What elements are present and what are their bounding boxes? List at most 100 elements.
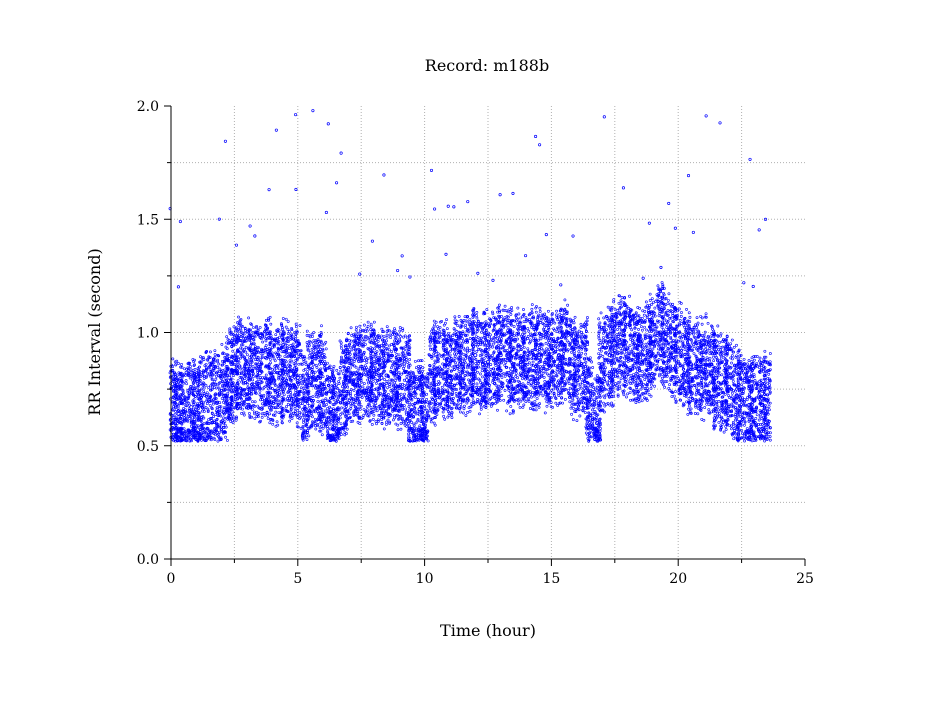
data-point	[289, 362, 291, 364]
data-point	[419, 359, 421, 361]
data-point	[390, 382, 392, 384]
data-point	[281, 418, 283, 420]
data-point	[404, 335, 406, 337]
data-point	[259, 376, 261, 378]
data-point	[394, 376, 396, 378]
data-point	[339, 340, 341, 342]
data-point	[205, 384, 207, 386]
data-point	[402, 349, 404, 351]
data-point	[444, 418, 446, 420]
data-point	[209, 351, 211, 353]
data-point	[221, 410, 223, 412]
data-point	[226, 336, 228, 338]
data-point	[405, 408, 407, 410]
data-point	[214, 353, 216, 355]
data-point	[292, 415, 294, 417]
data-point	[400, 428, 402, 430]
data-point	[422, 367, 424, 369]
data-point	[367, 325, 369, 327]
data-point	[300, 379, 302, 381]
data-point	[217, 366, 219, 368]
data-point	[436, 397, 438, 399]
data-point	[276, 421, 278, 423]
data-point	[372, 380, 374, 382]
data-point	[265, 374, 267, 376]
data-point	[324, 360, 326, 362]
data-point	[348, 413, 350, 415]
data-point	[213, 380, 215, 382]
data-point	[385, 421, 387, 423]
data-point	[374, 348, 376, 350]
data-point	[380, 335, 382, 337]
data-point	[389, 334, 391, 336]
data-point	[243, 414, 245, 416]
data-point	[451, 416, 453, 418]
data-point	[435, 321, 437, 323]
data-point	[357, 370, 359, 372]
data-point	[284, 355, 286, 357]
data-point	[324, 410, 326, 412]
data-point	[282, 341, 284, 343]
data-point	[340, 407, 342, 409]
data-point	[328, 381, 330, 383]
data-point	[237, 316, 239, 318]
data-point	[244, 332, 246, 334]
data-point	[350, 405, 352, 407]
data-point	[264, 346, 266, 348]
data-point	[393, 417, 395, 419]
data-point	[311, 335, 313, 337]
data-point	[180, 363, 182, 365]
data-point	[400, 422, 402, 424]
data-point	[208, 419, 210, 421]
data-point	[363, 414, 365, 416]
data-point	[215, 413, 217, 415]
data-point	[443, 358, 445, 360]
data-point	[346, 398, 348, 400]
data-point	[383, 174, 385, 176]
data-point	[391, 350, 393, 352]
data-point	[390, 357, 392, 359]
data-point	[445, 253, 447, 255]
data-point	[200, 382, 202, 384]
data-point	[340, 152, 342, 154]
data-point	[282, 317, 284, 319]
data-point	[341, 412, 343, 414]
data-point	[252, 326, 254, 328]
data-point	[252, 379, 254, 381]
data-point	[433, 422, 435, 424]
data-point	[177, 362, 179, 364]
data-point	[225, 426, 227, 428]
data-point	[267, 414, 269, 416]
data-point	[185, 379, 187, 381]
data-point	[240, 357, 242, 359]
data-point	[387, 352, 389, 354]
data-point	[383, 428, 385, 430]
data-point	[325, 211, 327, 213]
data-point	[305, 363, 307, 365]
data-point	[294, 407, 296, 409]
data-point	[339, 377, 341, 379]
data-point	[371, 423, 373, 425]
data-point	[240, 368, 242, 370]
data-point	[430, 169, 432, 171]
data-point	[218, 363, 220, 365]
data-point	[366, 409, 368, 411]
data-point	[270, 323, 272, 325]
data-point	[219, 431, 221, 433]
data-point	[390, 367, 392, 369]
data-point	[290, 391, 292, 393]
data-point	[390, 336, 392, 338]
data-point	[353, 389, 355, 391]
data-point	[417, 360, 419, 362]
data-point	[401, 255, 403, 257]
data-point	[379, 353, 381, 355]
data-point	[363, 382, 365, 384]
data-point	[303, 389, 305, 391]
data-point	[449, 350, 451, 352]
data-point	[363, 324, 365, 326]
data-point	[275, 334, 277, 336]
data-point	[373, 414, 375, 416]
data-point	[372, 408, 374, 410]
data-point	[384, 414, 386, 416]
